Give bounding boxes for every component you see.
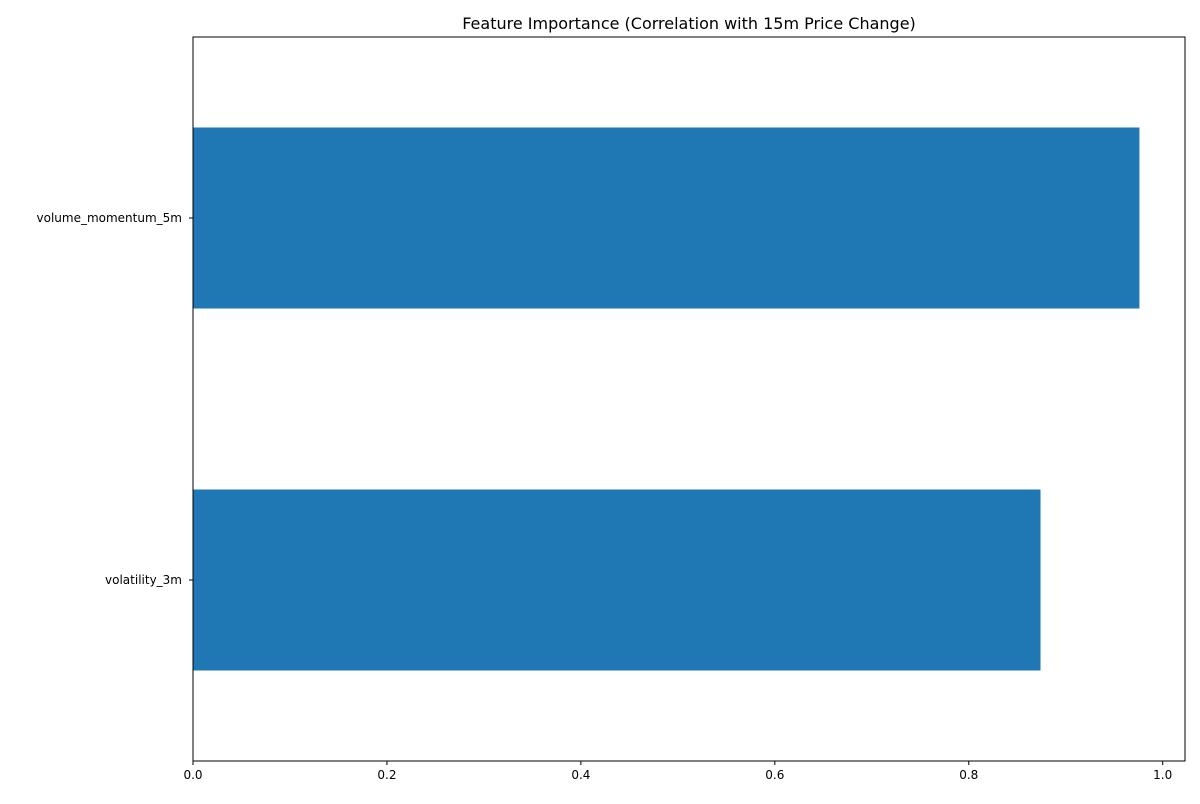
bar-volume_momentum_5m xyxy=(193,127,1140,309)
chart-title: Feature Importance (Correlation with 15m… xyxy=(462,14,916,33)
x-tick-label: 0.6 xyxy=(765,768,784,782)
x-axis: 0.0 0.2 0.4 0.6 0.8 1.0 xyxy=(183,761,1172,782)
x-tick-label: 0.0 xyxy=(183,768,202,782)
bars-layer xyxy=(193,127,1140,671)
y-axis: volume_momentum_5m volatility_3m xyxy=(37,211,193,587)
plot-frame xyxy=(192,36,1186,762)
bar-volatility_3m xyxy=(193,489,1041,671)
x-tick-label: 0.4 xyxy=(571,768,590,782)
x-tick-label: 0.2 xyxy=(377,768,396,782)
y-tick-label-volatility_3m: volatility_3m xyxy=(105,573,182,587)
y-tick-label-volume_momentum_5m: volume_momentum_5m xyxy=(37,211,183,225)
x-tick-label: 0.8 xyxy=(959,768,978,782)
x-tick-label: 1.0 xyxy=(1153,768,1172,782)
